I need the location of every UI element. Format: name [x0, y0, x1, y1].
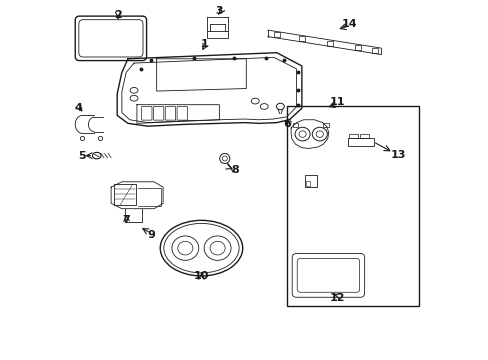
Bar	[273, 32, 279, 37]
Text: 10: 10	[193, 271, 209, 281]
Text: 4: 4	[75, 103, 82, 113]
Bar	[371, 48, 377, 53]
Text: 1: 1	[200, 40, 208, 49]
Text: 7: 7	[122, 215, 130, 225]
Bar	[348, 138, 373, 146]
Text: 6: 6	[283, 120, 291, 129]
Bar	[323, 123, 328, 127]
Bar	[355, 45, 360, 50]
Bar	[206, 31, 228, 39]
Text: 8: 8	[231, 165, 239, 175]
Text: 2: 2	[114, 10, 122, 20]
Bar	[298, 36, 304, 41]
Text: 11: 11	[329, 97, 345, 107]
Text: 3: 3	[215, 6, 223, 17]
Text: 13: 13	[390, 150, 406, 160]
Bar	[305, 181, 310, 186]
Text: 5: 5	[78, 150, 85, 161]
Bar	[292, 123, 297, 127]
Bar	[326, 41, 332, 46]
Text: 12: 12	[329, 293, 345, 303]
Bar	[114, 184, 136, 205]
Text: 14: 14	[341, 19, 356, 29]
Bar	[304, 175, 317, 187]
Text: 9: 9	[147, 230, 155, 239]
Bar	[348, 134, 357, 138]
Bar	[359, 134, 368, 138]
Bar	[286, 106, 418, 306]
